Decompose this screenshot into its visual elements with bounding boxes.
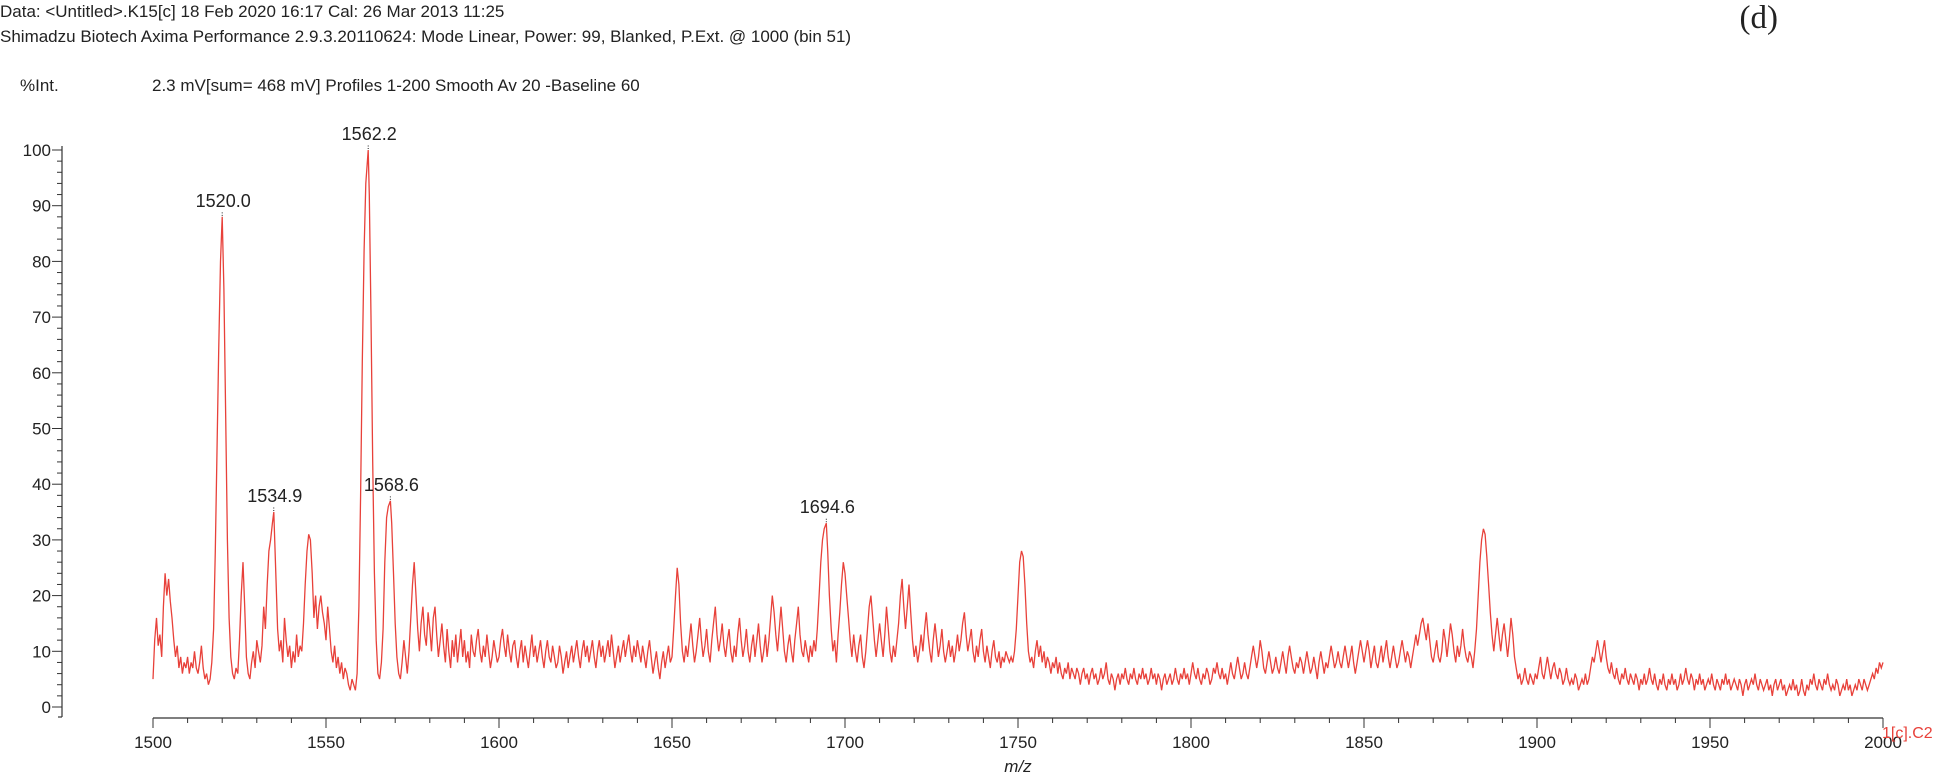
x-tick-label: 1950: [1691, 733, 1729, 752]
x-tick-label: 1750: [999, 733, 1037, 752]
y-axis-unit-label: %Int.: [20, 76, 59, 95]
y-tick-label: 50: [32, 420, 51, 439]
trace-label: 1[c].C2: [1882, 725, 1933, 742]
peak-label: 1568.6: [364, 475, 419, 495]
y-tick-label: 40: [32, 475, 51, 494]
data-file-info: Data: <Untitled>.K15[c] 18 Feb 2020 16:1…: [0, 2, 505, 21]
x-tick-label: 1700: [826, 733, 864, 752]
x-tick-label: 1800: [1172, 733, 1210, 752]
instrument-info: Shimadzu Biotech Axima Performance 2.9.3…: [0, 27, 852, 46]
peak-label: 1520.0: [196, 191, 251, 211]
y-tick-label: 0: [42, 698, 51, 717]
x-tick-label: 1500: [134, 733, 172, 752]
x-axis-label: m/z: [1004, 757, 1032, 776]
acquisition-info: 2.3 mV[sum= 468 mV] Profiles 1-200 Smoot…: [152, 76, 640, 95]
peak-label: 1694.6: [800, 497, 855, 517]
x-tick-label: 1900: [1518, 733, 1556, 752]
peak-label: 1534.9: [247, 486, 302, 506]
x-tick-label: 1650: [653, 733, 691, 752]
x-tick-label: 1550: [307, 733, 345, 752]
peak-label: 1562.2: [342, 124, 397, 144]
y-tick-label: 70: [32, 308, 51, 327]
peak-labels: 1520.0 1534.9 1562.2 1568.6 1694.6: [196, 124, 855, 523]
panel-label: (d): [1739, 0, 1778, 36]
y-tick-label: 10: [32, 642, 51, 661]
y-tick-label: 80: [32, 252, 51, 271]
y-tick-label: 90: [32, 197, 51, 216]
y-tick-label: 100: [23, 141, 51, 160]
y-tick-label: 60: [32, 364, 51, 383]
y-tick-label: 20: [32, 587, 51, 606]
x-tick-label: 1600: [480, 733, 518, 752]
x-tick-label: 1850: [1345, 733, 1383, 752]
chart-axes: 0 10 20 30 40 50 60 70 80 90 100 1500 1550 1600 1650 17…: [23, 141, 1902, 752]
x-tick-label: 2000: [1864, 733, 1902, 752]
y-tick-label: 30: [32, 531, 51, 550]
spectrum-trace: [152, 149, 1884, 697]
